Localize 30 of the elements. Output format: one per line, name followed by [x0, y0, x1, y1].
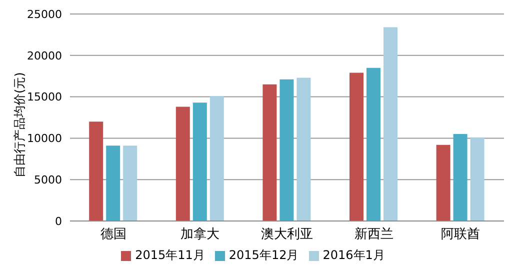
bar [106, 146, 120, 221]
bar [383, 27, 398, 221]
bar [453, 134, 468, 221]
bar [470, 137, 484, 221]
y-tick-label: 10000 [27, 132, 62, 146]
y-tick-label: 15000 [27, 90, 62, 104]
x-tick-label: 新西兰 [354, 227, 394, 242]
bar [210, 96, 224, 221]
bar [366, 68, 380, 221]
bar [349, 72, 364, 221]
x-tick-label: 加拿大 [180, 227, 220, 242]
bar [296, 78, 311, 221]
bar [280, 79, 294, 221]
x-tick-label: 德国 [100, 227, 126, 242]
legend-label: 2015年11月 [135, 248, 205, 262]
bar [89, 122, 104, 221]
y-axis-title: 自由行产品均价(元) [12, 72, 26, 178]
legend-label: 2016年1月 [322, 248, 385, 262]
bar [192, 102, 207, 221]
bar [176, 106, 190, 221]
bar [436, 144, 450, 221]
x-tick-label: 阿联酋 [441, 227, 480, 242]
bar [123, 146, 138, 221]
y-tick-label: 20000 [27, 49, 62, 62]
y-tick-label: 25000 [27, 8, 62, 21]
x-tick-label: 澳大利亚 [261, 227, 313, 242]
legend-label: 2015年12月 [228, 248, 299, 262]
y-tick-label: 5000 [34, 174, 62, 187]
y-tick-label: 0 [55, 214, 62, 228]
bar [262, 84, 277, 221]
